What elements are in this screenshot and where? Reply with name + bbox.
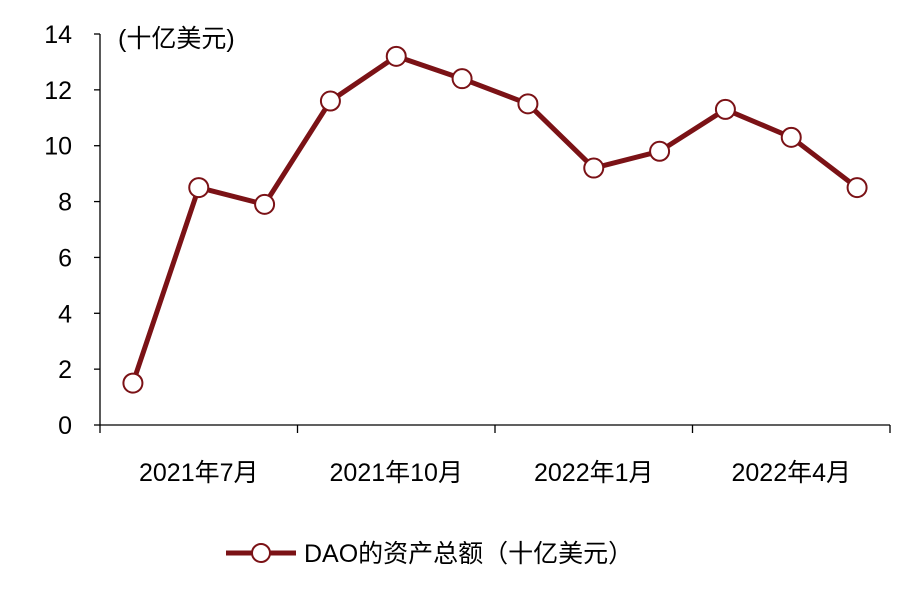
- data-point: [780, 126, 802, 148]
- data-point: [714, 98, 736, 120]
- series-layer: [122, 45, 868, 394]
- y-tick-label: 14: [44, 21, 72, 49]
- y-tick-label: 12: [44, 77, 72, 105]
- y-tick-label: 6: [58, 244, 72, 272]
- data-point: [122, 372, 144, 394]
- data-point: [254, 193, 276, 215]
- y-tick-label: 0: [58, 412, 72, 440]
- legend-marker-swatch: [251, 543, 271, 563]
- data-point: [385, 45, 407, 67]
- data-point: [846, 177, 868, 199]
- data-point: [583, 157, 605, 179]
- y-tick-label: 10: [44, 133, 72, 161]
- data-point: [319, 90, 341, 112]
- data-point: [451, 68, 473, 90]
- y-tick-label: 4: [58, 300, 72, 328]
- x-tick-label: 2021年10月: [330, 459, 463, 487]
- y-axis: 0 2 4 6 8 10 12 14: [44, 21, 101, 440]
- legend-label: DAO的资产总额（十亿美元）: [304, 540, 633, 568]
- x-axis: 2021年7月 2021年10月 2022年1月 2022年4月: [99, 424, 891, 487]
- y-tick-label: 2: [58, 356, 72, 384]
- x-tick-label: 2022年4月: [731, 459, 851, 487]
- y-unit-label: (十亿美元): [118, 25, 235, 53]
- series-line: [130, 53, 860, 386]
- legend: DAO的资产总额（十亿美元）: [226, 540, 633, 568]
- data-point: [649, 140, 671, 162]
- data-point: [188, 177, 210, 199]
- x-tick-label: 2022年1月: [534, 459, 654, 487]
- y-tick-label: 8: [58, 189, 72, 217]
- x-tick-label: 2021年7月: [139, 459, 259, 487]
- data-point: [517, 93, 539, 115]
